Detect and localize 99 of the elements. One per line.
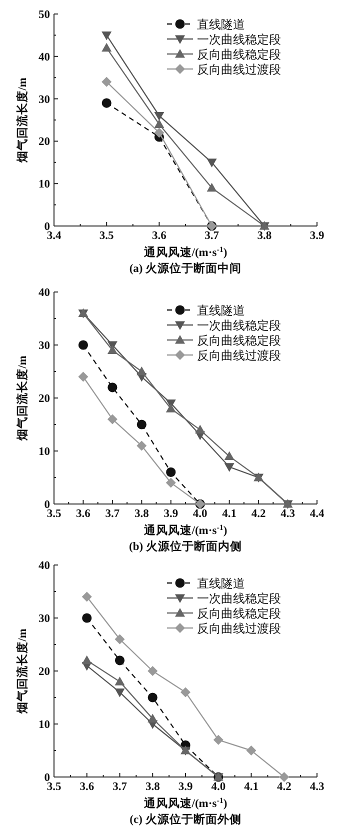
x-tick-label: 3.6 bbox=[80, 781, 94, 793]
x-tick-label: 3.7 bbox=[105, 508, 120, 520]
y-tick-label: 40 bbox=[38, 560, 50, 572]
legend-label: 反向曲线过渡段 bbox=[197, 62, 281, 76]
point bbox=[166, 478, 176, 488]
point bbox=[148, 714, 158, 722]
x-tick-label: 3.5 bbox=[46, 781, 62, 793]
legend-label: 直线隧道 bbox=[197, 18, 245, 32]
point bbox=[102, 42, 112, 52]
x-tick-label: 3.9 bbox=[178, 781, 193, 793]
point bbox=[82, 613, 92, 623]
x-tick-label: 4.3 bbox=[280, 508, 296, 520]
point bbox=[206, 158, 217, 168]
point bbox=[136, 366, 147, 376]
y-tick-label: 10 bbox=[38, 178, 50, 191]
x-axis-title: 通风风速/(m·s$^{-1}$) bbox=[142, 244, 228, 259]
legend-label: 反向曲线过渡段 bbox=[197, 348, 281, 362]
point bbox=[206, 182, 217, 192]
x-tick-label: 4.0 bbox=[211, 781, 226, 793]
y-axis-title: 烟气回流长度/m bbox=[15, 77, 29, 164]
point bbox=[78, 340, 88, 350]
x-tick-label: 3.5 bbox=[99, 230, 114, 242]
x-tick-label: 3.6 bbox=[76, 508, 91, 520]
text: (b) 火源位于断面内侧 bbox=[129, 539, 242, 553]
x-tick-label: 3.8 bbox=[145, 781, 160, 793]
y-tick-label: 20 bbox=[38, 393, 50, 405]
text: (c) 火源位于断面外侧 bbox=[130, 812, 242, 826]
point bbox=[82, 655, 92, 664]
x-tick-label: 3.7 bbox=[204, 230, 220, 242]
x-tick-label: 3.6 bbox=[152, 230, 167, 242]
x-tick-label: 3.8 bbox=[257, 230, 272, 242]
point bbox=[102, 98, 112, 108]
legend-label: 一次曲线稳定段 bbox=[197, 592, 281, 606]
point bbox=[166, 404, 176, 412]
y-tick-label: 10 bbox=[38, 446, 50, 458]
point bbox=[114, 688, 125, 698]
y-tick-label: 0 bbox=[44, 772, 50, 784]
point bbox=[154, 128, 164, 138]
point bbox=[107, 414, 118, 424]
y-tick-label: 10 bbox=[38, 719, 50, 731]
point bbox=[180, 687, 190, 698]
point bbox=[107, 345, 118, 354]
x-tick-label: 4.1 bbox=[244, 781, 259, 793]
point bbox=[136, 440, 147, 451]
point bbox=[114, 676, 125, 686]
x-tick-label: 3.9 bbox=[310, 230, 324, 242]
y-tick-label: 40 bbox=[38, 287, 50, 299]
point bbox=[195, 424, 206, 434]
point bbox=[82, 592, 92, 602]
point bbox=[114, 656, 125, 666]
y-tick-label: 30 bbox=[38, 613, 50, 625]
point bbox=[114, 634, 125, 644]
y-axis-title: 烟气回流长度/m bbox=[15, 628, 29, 714]
point bbox=[78, 372, 88, 382]
point bbox=[136, 420, 146, 430]
x-tick-label: 4.1 bbox=[222, 508, 237, 520]
legend-label: 直线隧道 bbox=[197, 304, 245, 318]
legend-label: 一次曲线稳定段 bbox=[197, 318, 281, 332]
y-tick-label: 0 bbox=[44, 221, 50, 233]
point bbox=[148, 666, 158, 676]
point bbox=[166, 467, 176, 477]
point bbox=[154, 112, 164, 121]
x-tick-label: 3.5 bbox=[46, 508, 62, 520]
x-axis-title: 通风风速/(m·s$^{-1}$) bbox=[142, 796, 228, 810]
point bbox=[102, 31, 112, 40]
x-tick-label: 4.3 bbox=[310, 781, 324, 793]
legend-label: 反向曲线稳定段 bbox=[197, 334, 281, 348]
point bbox=[213, 734, 224, 745]
x-tick-label: 3.9 bbox=[164, 508, 178, 520]
text: (a) 火源位于断面中间 bbox=[129, 261, 242, 275]
legend-label: 反向曲线稳定段 bbox=[197, 48, 281, 62]
legend-label: 一次曲线稳定段 bbox=[197, 32, 281, 46]
y-tick-label: 40 bbox=[38, 51, 50, 64]
point bbox=[224, 463, 234, 472]
point bbox=[224, 451, 234, 460]
y-tick-label: 0 bbox=[44, 499, 50, 511]
point bbox=[154, 119, 164, 128]
point bbox=[246, 746, 256, 756]
y-tick-label: 20 bbox=[38, 666, 50, 678]
y-axis-title: 烟气回流长度/m bbox=[15, 355, 29, 442]
x-axis-title: 通风风速/(m·s$^{-1}$) bbox=[142, 522, 228, 537]
point bbox=[102, 76, 112, 87]
y-tick-label: 30 bbox=[38, 94, 50, 106]
x-tick-label: 3.8 bbox=[134, 508, 150, 520]
x-tick-label: 4.4 bbox=[310, 508, 324, 520]
point bbox=[108, 382, 118, 392]
y-tick-label: 50 bbox=[38, 9, 50, 21]
x-tick-label: 4.2 bbox=[276, 781, 292, 793]
x-tick-label: 3.4 bbox=[46, 230, 62, 242]
x-tick-label: 4.2 bbox=[251, 508, 266, 520]
legend-label: 反向曲线稳定段 bbox=[197, 606, 281, 620]
point bbox=[279, 772, 290, 782]
legend-label: 直线隧道 bbox=[197, 576, 245, 590]
y-tick-label: 30 bbox=[38, 340, 50, 352]
point bbox=[148, 692, 158, 702]
x-tick-label: 4.0 bbox=[192, 508, 208, 520]
x-tick-label: 3.7 bbox=[112, 781, 128, 793]
legend-label: 反向曲线过渡段 bbox=[197, 622, 281, 636]
y-tick-label: 20 bbox=[38, 136, 50, 148]
